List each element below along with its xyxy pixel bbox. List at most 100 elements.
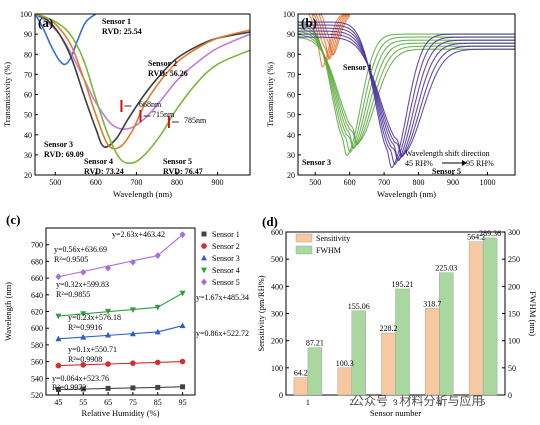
panel-c-point xyxy=(105,361,111,367)
panel-b-curve xyxy=(298,14,351,56)
panel-c-point xyxy=(179,231,186,239)
panel-c-legend-label: Sensor 5 xyxy=(212,278,240,287)
panel-d-y2tick-label: 100 xyxy=(508,337,520,346)
panel-b-ytick-label: 80 xyxy=(287,50,295,59)
panel-d-xtick-label: 3 xyxy=(394,398,398,407)
panel-d-value-label: 564.2 xyxy=(467,233,485,242)
panel-d-ytick-label: 100 xyxy=(271,364,283,373)
panel-c-fit-r2: R²=0.9916 xyxy=(68,323,102,332)
panel-c-point xyxy=(154,328,161,335)
panel-b-ytick-label: 70 xyxy=(287,70,295,79)
panel-c-ytick-label: 620 xyxy=(31,308,43,317)
panel-c-ytick-label: 600 xyxy=(31,324,43,333)
panel-a-ytick-label: 80 xyxy=(24,50,32,59)
panel-a-series-3 xyxy=(35,14,250,148)
panel-a-annotation: Sensor 4 xyxy=(84,157,113,166)
panel-d-y2tick-label: 300 xyxy=(508,228,520,237)
panel-b-xlabel: Wavelength (nm) xyxy=(377,189,436,199)
panel-a-annotation: Sensor 3 xyxy=(44,140,73,149)
panel-b-ytick-label: 20 xyxy=(287,171,295,180)
panel-d-y2tick-label: 150 xyxy=(508,310,520,319)
panel-d-legend-swatch xyxy=(295,233,313,243)
panel-d-y2tick-label: 200 xyxy=(508,282,520,291)
panel-c-legend-marker xyxy=(201,243,207,249)
panel-b-xtick-label: 1000 xyxy=(479,178,495,187)
panel-c-legend-label: Sensor 2 xyxy=(212,242,240,251)
panel-c-point xyxy=(55,362,62,369)
panel-b-shift-arrowhead xyxy=(462,160,467,166)
panel-b-curve xyxy=(298,24,515,165)
panel-b-ytick-label: 40 xyxy=(287,131,295,140)
panel-b-annotation: 45 RH% xyxy=(405,159,433,168)
panel-c-point xyxy=(130,360,136,366)
panel-b-annotation: Sensor 3 xyxy=(302,158,331,167)
panel-d-legend-label: FWHM xyxy=(316,246,341,255)
panel-c-point xyxy=(180,384,186,390)
panel-c-fit-line xyxy=(157,234,183,256)
panel-c-ytick-label: 520 xyxy=(31,391,43,400)
panel-a-xtick-label: 500 xyxy=(49,178,61,187)
panel-b-curve xyxy=(298,33,515,158)
panel-d-ytick-label: 500 xyxy=(271,255,283,264)
panel-b-curve xyxy=(298,36,515,157)
panel-a-annotation: 668nm xyxy=(139,100,162,109)
panel-c-fit-r2: R²=0.9505 xyxy=(54,255,88,264)
panel-c-label: (c) xyxy=(6,212,20,227)
panel-a-ytick-label: 40 xyxy=(24,131,32,140)
panel-d-value-label: 228.2 xyxy=(379,324,397,333)
panel-c-legend-marker xyxy=(201,267,207,274)
panel-c-point xyxy=(129,258,136,266)
panel-c-point xyxy=(55,313,62,320)
panel-c-xtick-label: 65 xyxy=(104,398,112,407)
panel-c-point xyxy=(80,268,87,276)
panel-a-annotation: Sensor 1 xyxy=(102,17,131,26)
panel-a-xtick-label: 600 xyxy=(90,178,102,187)
panel-b-annotation: Sensor 1 xyxy=(343,63,372,72)
panel-a-xtick-label: 800 xyxy=(171,178,183,187)
panel-c-fit-equation: y=0.56x+636.69 xyxy=(54,245,107,254)
panel-c-legend-marker xyxy=(201,231,207,237)
panel-d-value-label: 100.3 xyxy=(336,359,354,368)
panel-a-ytick-label: 100 xyxy=(20,10,32,19)
panel-d-ytick-label: 200 xyxy=(271,337,283,346)
panel-d-legend-label: Sensitivity xyxy=(316,234,350,243)
panel-b-curve xyxy=(298,14,350,68)
panel-c-point xyxy=(154,252,161,259)
panel-c-legend-label: Sensor 4 xyxy=(212,266,240,275)
panel-c-point xyxy=(154,304,161,311)
panel-d-bar-fwhm xyxy=(482,237,498,396)
panel-b-label: (b) xyxy=(301,15,317,30)
panel-d-y2tick-label: 0 xyxy=(508,391,512,400)
panel-c-point xyxy=(80,362,87,368)
panel-b-curve xyxy=(298,14,351,56)
panel-c-point xyxy=(105,264,112,272)
panel-d-value-label: 87.21 xyxy=(306,339,324,348)
panel-d-ylabel: Sensitivity (pm/RH%) xyxy=(256,275,266,351)
panel-c-fit-line xyxy=(157,360,183,363)
panel-d-y2tick-label: 50 xyxy=(508,364,516,373)
panel-a-ytick-label: 30 xyxy=(24,151,32,160)
panel-c-ytick-label: 680 xyxy=(31,257,43,266)
panel-d-value-label: 64.2 xyxy=(294,369,308,378)
panel-d-value-label: 195.21 xyxy=(392,280,414,289)
panel-c-point xyxy=(105,308,112,315)
panel-c-point xyxy=(179,358,186,365)
panel-c-fit-line xyxy=(157,292,183,308)
panel-c-point xyxy=(179,322,186,329)
panel-d-legend-swatch xyxy=(295,245,313,255)
panel-c-xtick-label: 45 xyxy=(54,398,62,407)
panel-d-xlabel: Sensor number xyxy=(370,408,421,418)
panel-a-xtick-label: 900 xyxy=(212,178,224,187)
panel-c-point xyxy=(179,290,186,297)
panel-d-bar-sensitivity xyxy=(468,241,484,396)
panel-a-xtick-label: 700 xyxy=(130,178,142,187)
panel-c-point xyxy=(130,385,136,391)
panel-b-xtick-label: 700 xyxy=(378,178,390,187)
panel-c-ytick-label: 540 xyxy=(31,374,43,383)
panel-d-bar-sensitivity xyxy=(425,308,440,396)
panel-c-point xyxy=(155,384,161,390)
panel-d-bar-sensitivity xyxy=(381,332,396,396)
panel-b-ytick-label: 30 xyxy=(287,151,295,160)
panel-c-fit-r2: R²=0.9908 xyxy=(68,355,102,364)
